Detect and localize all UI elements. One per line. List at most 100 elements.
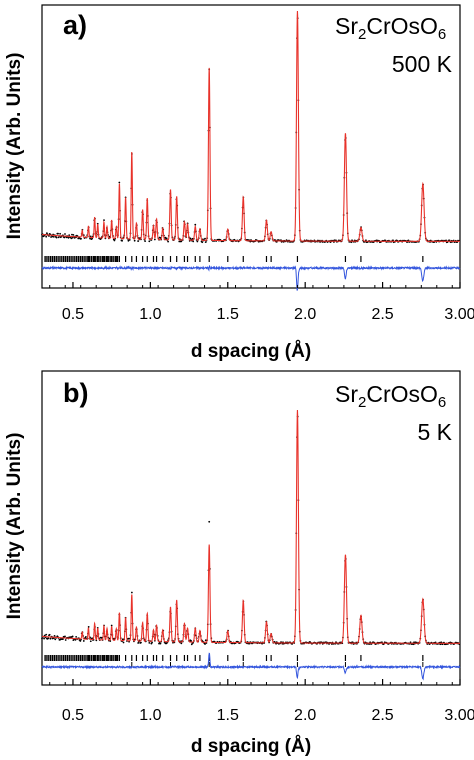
observed-point — [53, 634, 56, 637]
panel-a-temperature: 500 K — [392, 51, 453, 77]
observed-point — [122, 641, 125, 644]
x-tick-label: 3.00 — [444, 707, 474, 724]
observed-point — [113, 239, 116, 242]
panel-a-x-axis-title: d spacing (Å) — [191, 341, 311, 362]
panel-a-calculated-line — [41, 11, 460, 242]
observed-point — [75, 636, 78, 638]
observed-point — [55, 236, 58, 239]
panel-a: 0.5 1.0 1.5 2.0 2.5 3.00 a) Sr2CrOsO6 500 K I… — [4, 4, 474, 362]
observed-point — [121, 638, 124, 641]
observed-point — [71, 233, 73, 236]
x-tick-label: 1.5 — [217, 306, 239, 323]
observed-point — [190, 639, 192, 642]
observed-point — [148, 641, 151, 644]
observed-point — [68, 234, 71, 237]
observed-point — [151, 641, 153, 644]
observed-point — [91, 637, 94, 640]
observed-point — [153, 238, 156, 241]
observed-point — [140, 641, 142, 644]
observed-point — [57, 232, 59, 235]
panel-b-observed-series — [41, 415, 461, 646]
panel-a-y-axis-title: Intensity (Arb. Units) — [4, 53, 25, 240]
observed-point — [57, 236, 60, 239]
observed-point — [95, 639, 98, 642]
observed-point — [165, 237, 168, 240]
panel-b-temperature: 5 K — [417, 419, 452, 445]
observed-point — [67, 236, 70, 239]
observed-point — [45, 235, 48, 238]
x-tick-label: 2.5 — [371, 707, 393, 724]
observed-point — [45, 232, 48, 235]
panel-a-reflection-ticks — [44, 256, 424, 262]
panel-b-y-axis-title: Intensity (Arb. Units) — [4, 433, 25, 620]
x-tick-label: 3.00 — [444, 306, 474, 323]
panel-b-compound: Sr2CrOsO6 — [335, 381, 446, 411]
observed-point — [52, 236, 55, 238]
observed-point — [204, 237, 206, 240]
panel-b-x-axis-title: d spacing (Å) — [191, 736, 311, 757]
observed-point — [80, 237, 82, 240]
panel-b-reflection-ticks — [44, 655, 424, 667]
observed-point — [180, 240, 183, 243]
observed-point — [110, 624, 113, 627]
x-tick-label: 1.0 — [139, 707, 161, 724]
observed-point — [89, 235, 92, 238]
observed-point — [74, 638, 77, 641]
observed-point — [89, 237, 91, 240]
observed-point — [79, 640, 82, 642]
observed-point — [47, 637, 50, 640]
observed-point — [48, 633, 51, 636]
observed-point — [62, 638, 64, 641]
observed-point — [128, 239, 131, 241]
x-tick-label: 1.0 — [139, 306, 161, 323]
observed-point — [167, 240, 170, 243]
observed-point — [204, 639, 207, 642]
observed-point — [192, 240, 195, 243]
observed-point — [43, 634, 46, 637]
x-tick-label: 1.5 — [217, 707, 239, 724]
x-tick-label: 2.0 — [294, 707, 316, 724]
panel-b-x-ticks: 0.5 1.0 1.5 2.0 2.5 3.00 — [49, 679, 474, 724]
panel-a-label: a) — [63, 10, 87, 40]
observed-point — [164, 236, 167, 239]
observed-point — [137, 240, 140, 242]
observed-point — [45, 633, 48, 636]
observed-point — [180, 642, 183, 645]
observed-point — [64, 635, 66, 638]
observed-point — [59, 232, 62, 235]
panel-a-compound: Sr2CrOsO6 — [335, 13, 446, 43]
observed-point — [121, 239, 124, 242]
observed-point — [133, 239, 136, 242]
x-tick-label: 2.5 — [371, 306, 393, 323]
observed-point — [127, 637, 130, 640]
observed-point — [130, 591, 133, 594]
x-tick-label: 2.0 — [294, 306, 316, 323]
observed-point — [204, 241, 207, 244]
observed-point — [50, 236, 52, 238]
observed-point — [64, 639, 67, 641]
observed-point — [189, 237, 192, 240]
observed-point — [204, 643, 206, 645]
panel-b-plot-area — [41, 409, 461, 681]
observed-point — [63, 236, 66, 239]
observed-point — [71, 236, 74, 239]
observed-point — [49, 637, 52, 640]
observed-point — [194, 223, 197, 226]
observed-point — [70, 237, 73, 240]
panel-b-calculated-line — [41, 409, 460, 644]
observed-point — [82, 640, 85, 642]
observed-point — [201, 241, 204, 244]
observed-point — [73, 236, 76, 239]
panel-a-plot-area — [41, 11, 461, 291]
x-tick-label: 0.5 — [62, 707, 84, 724]
observed-point — [72, 234, 75, 236]
observed-point — [41, 637, 43, 640]
observed-point — [196, 240, 199, 243]
observed-point — [71, 635, 74, 638]
observed-point — [148, 240, 151, 243]
observed-point — [84, 636, 87, 638]
observed-point — [51, 235, 54, 238]
panel-a-x-ticks: 0.5 1.0 1.5 2.0 2.5 3.00 — [49, 282, 474, 323]
observed-point — [43, 637, 45, 640]
